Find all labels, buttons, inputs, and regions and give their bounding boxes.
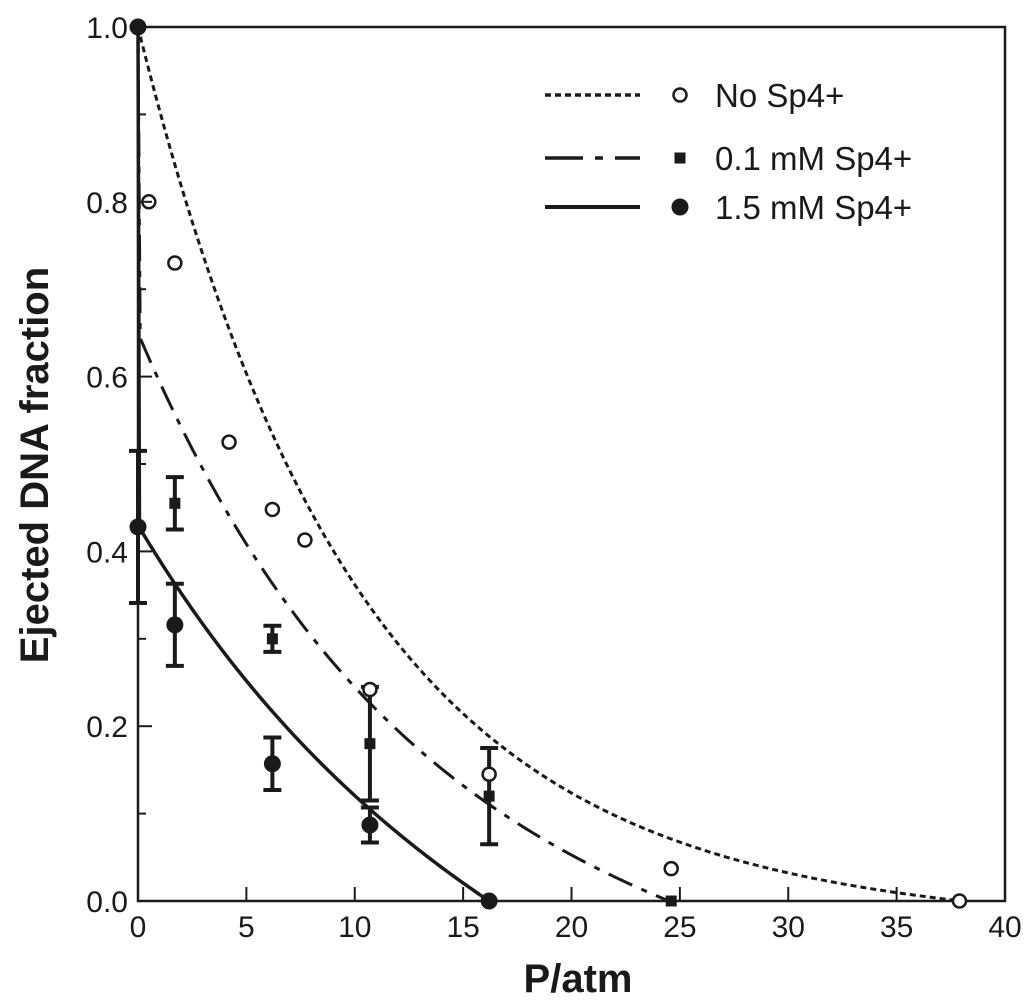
- data-point: [481, 766, 497, 783]
- x-tick-label: 5: [238, 911, 255, 944]
- legend-label: 1.5 mM Sp4+: [715, 189, 912, 226]
- fit-curve: [136, 26, 491, 903]
- data-point: [483, 790, 495, 802]
- data-point: [166, 616, 184, 634]
- x-tick-label: 35: [880, 911, 913, 944]
- y-tick-label: 1.0: [86, 12, 128, 45]
- x-tick-label: 40: [988, 911, 1021, 944]
- y-tick-label: 0.0: [86, 886, 128, 919]
- y-tick-label: 0.4: [86, 536, 128, 569]
- data-point: [129, 518, 147, 536]
- y-axis-label: Ejected DNA fraction: [13, 267, 57, 663]
- y-tick-label: 0.8: [86, 187, 128, 220]
- data-point: [361, 816, 379, 834]
- x-tick-label: 25: [663, 911, 696, 944]
- x-tick-label: 0: [130, 911, 147, 944]
- legend-marker: [674, 152, 686, 164]
- fit-curve: [136, 26, 962, 903]
- fit-curve: [136, 26, 670, 903]
- data-point: [663, 860, 679, 877]
- data-point: [364, 738, 376, 750]
- y-tick-label: 0.2: [86, 711, 128, 744]
- data-point: [362, 681, 378, 698]
- data-point: [264, 501, 281, 518]
- data-point: [169, 497, 181, 509]
- data-point: [951, 893, 968, 909]
- data-point: [480, 892, 498, 910]
- data-point: [266, 633, 278, 645]
- x-tick-label: 20: [555, 911, 588, 944]
- y-tick-label: 0.6: [86, 362, 128, 395]
- data-point: [665, 895, 677, 907]
- data-point: [167, 255, 183, 271]
- legend-marker: [672, 87, 688, 103]
- legend-marker: [671, 198, 689, 216]
- x-axis-label: P/atm: [524, 957, 633, 1001]
- x-tick-label: 15: [446, 911, 479, 944]
- data-point: [263, 755, 281, 773]
- legend-label: No Sp4+: [715, 77, 844, 114]
- data-point: [221, 434, 237, 450]
- x-tick-label: 30: [772, 911, 805, 944]
- x-tick-label: 10: [338, 911, 371, 944]
- data-point: [297, 532, 313, 548]
- legend-label: 0.1 mM Sp4+: [715, 140, 912, 177]
